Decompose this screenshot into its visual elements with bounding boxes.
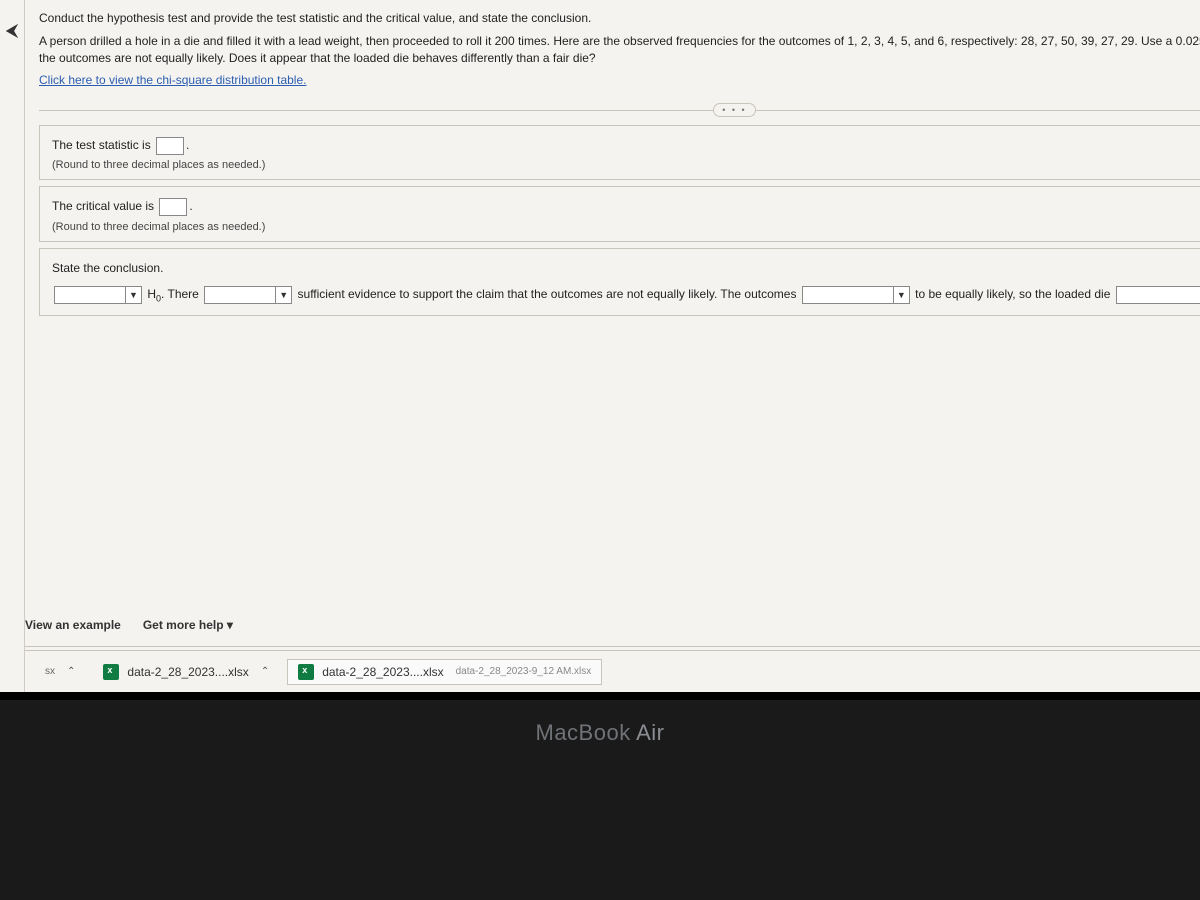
view-example-link[interactable]: View an example — [25, 618, 121, 632]
question-header: Conduct the hypothesis test and provide … — [39, 10, 1200, 89]
device-label: MacBook Air — [0, 720, 1200, 746]
test-statistic-box: The test statistic is . (Round to three … — [39, 125, 1200, 180]
browser-download-bar: sx ⌃ data-2_28_2023....xlsx ⌃ data-2_28_… — [25, 650, 1200, 692]
test-statistic-round-note: (Round to three decimal places as needed… — [52, 159, 1200, 171]
download-item-2[interactable]: data-2_28_2023....xlsx data-2_28_2023-9_… — [287, 659, 602, 685]
test-statistic-input[interactable] — [156, 137, 184, 155]
main-column: Conduct the hypothesis test and provide … — [25, 0, 1200, 692]
critical-value-input[interactable] — [159, 198, 187, 216]
download-item-2-name: data-2_28_2023....xlsx — [322, 665, 443, 679]
reject-fail-dropdown[interactable]: ▼ — [54, 286, 142, 304]
chevron-down-icon: ▼ — [125, 287, 141, 303]
download-item-2-subname: data-2_28_2023-9_12 AM.xlsx — [456, 666, 592, 677]
chi-square-table-link[interactable]: Click here to view the chi-square distri… — [39, 73, 306, 87]
collapse-panel-icon[interactable]: ⮜ — [0, 20, 24, 44]
get-more-help-link[interactable]: Get more help ▾ — [143, 618, 233, 632]
device-brand: MacBook — [536, 720, 637, 745]
critical-value-label: The critical value is — [52, 199, 157, 213]
left-gutter: ⮜ — [0, 0, 25, 692]
question-instruction: Conduct the hypothesis test and provide … — [39, 10, 1200, 27]
question-footer: View an example Get more help ▾ Next — [25, 603, 1200, 647]
h0-label-post: . There — [161, 287, 202, 301]
critical-value-box: The critical value is . (Round to three … — [39, 186, 1200, 241]
excel-file-icon — [103, 664, 119, 680]
h0-label-pre: H — [147, 287, 156, 301]
critical-value-round-note: (Round to three decimal places as needed… — [52, 221, 1200, 233]
question-body: A person drilled a hole in a die and fil… — [39, 33, 1200, 67]
download-partial-label: sx — [45, 666, 55, 677]
behave-dropdown[interactable]: ▼ — [1116, 286, 1200, 304]
conclusion-sentence: ▼ H0. There ▼ sufficient evidence to sup… — [52, 282, 1200, 307]
homework-app-window: ⮜ Conduct the hypothesis test and provid… — [0, 0, 1200, 692]
expand-pill-icon[interactable]: • • • — [713, 103, 755, 117]
chevron-down-icon: ▼ — [893, 287, 909, 303]
test-statistic-label: The test statistic is — [52, 138, 154, 152]
download-item-1-name: data-2_28_2023....xlsx — [127, 665, 248, 679]
is-isnot-dropdown[interactable]: ▼ — [204, 286, 292, 304]
section-divider: • • • — [39, 103, 1200, 117]
device-model: Air — [636, 720, 664, 745]
conclusion-seg-2: to be equally likely, so the loaded die — [915, 287, 1114, 301]
conclusion-seg-1: sufficient evidence to support the claim… — [298, 287, 800, 301]
chevron-up-icon: ⌃ — [67, 666, 75, 677]
conclusion-box: State the conclusion. ▼ H0. There ▼ suff… — [39, 248, 1200, 317]
appear-dropdown[interactable]: ▼ — [802, 286, 910, 304]
excel-file-icon — [298, 664, 314, 680]
download-item-1[interactable]: data-2_28_2023....xlsx ⌃ — [93, 660, 279, 684]
screen-content: ⮜ Conduct the hypothesis test and provid… — [0, 0, 1200, 700]
conclusion-intro: State the conclusion. — [52, 259, 1200, 278]
chevron-up-icon: ⌃ — [261, 666, 269, 677]
chevron-down-icon: ▼ — [275, 287, 291, 303]
download-item-partial[interactable]: sx ⌃ — [35, 662, 85, 681]
